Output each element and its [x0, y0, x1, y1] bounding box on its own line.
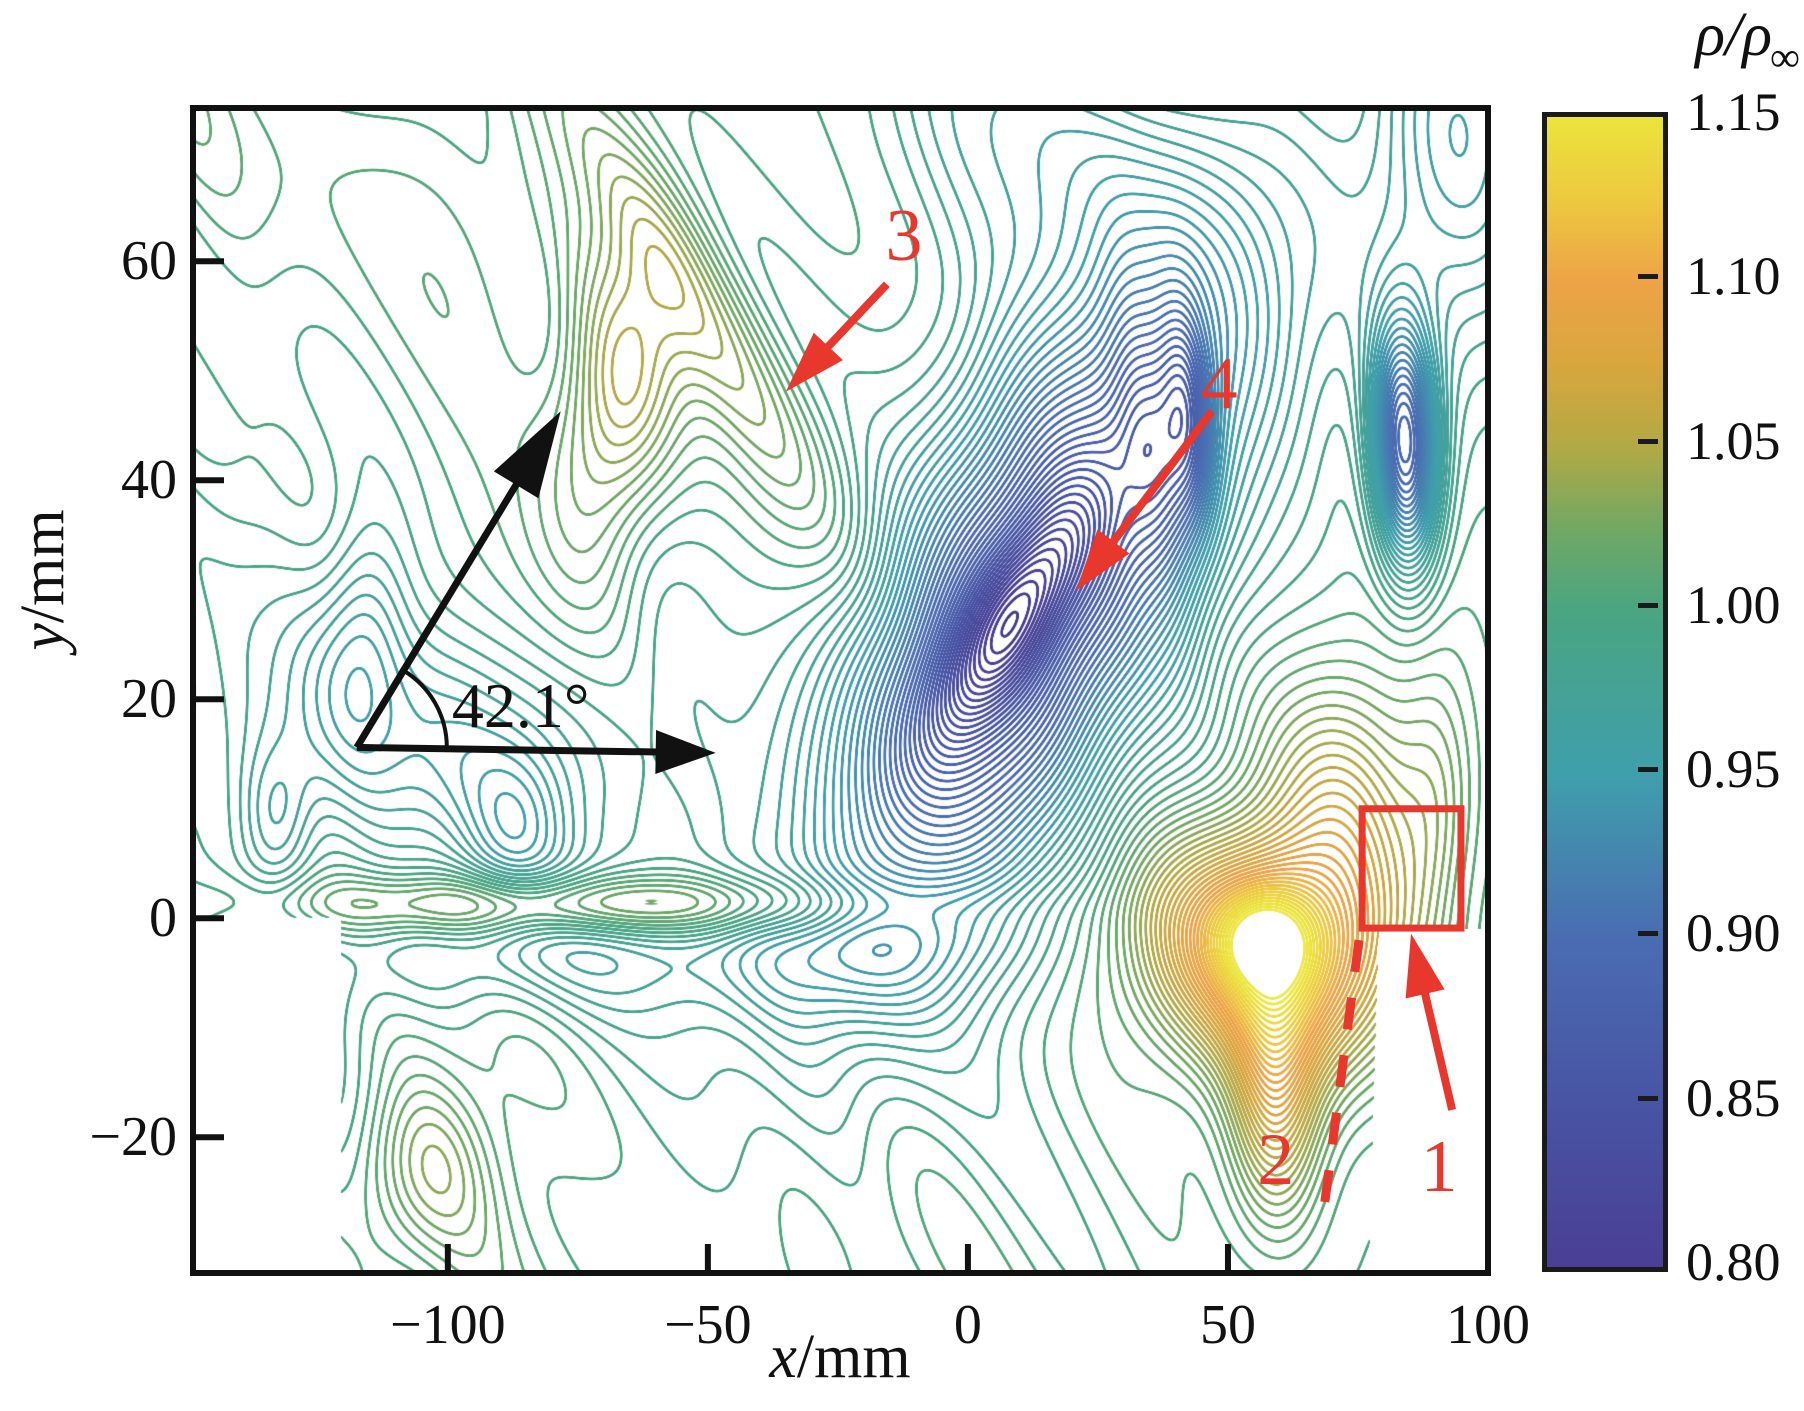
y-axis-variable: y [9, 623, 77, 651]
colorbar-title: ρ/ρ∞ [1695, 0, 1802, 81]
x-tick-label: −100 [390, 1294, 506, 1356]
annotation-number-4: 4 [1200, 342, 1238, 425]
colorbar-gradient [1542, 112, 1668, 1272]
colorbar-tick-mark [1638, 931, 1658, 937]
x-axis-variable: x [769, 1323, 797, 1391]
colorbar-tick-label: 1.10 [1686, 246, 1781, 307]
colorbar-tick-mark [1638, 438, 1658, 444]
colorbar-tick-label: 0.95 [1686, 739, 1781, 800]
annotation-number-3: 3 [885, 195, 923, 278]
colorbar-tick-mark [1638, 274, 1658, 280]
x-axis-unit: /mm [796, 1323, 911, 1391]
shock-angle-label: 42.1° [451, 669, 590, 741]
colorbar-tick-label: 1.05 [1686, 410, 1781, 471]
annotation-number-1: 1 [1420, 1125, 1458, 1208]
colorbar-title-main: ρ/ρ [1695, 1, 1773, 69]
y-axis-unit: /mm [9, 509, 77, 624]
colorbar-tick-mark [1638, 1095, 1658, 1101]
annotation-number-2: 2 [1257, 1119, 1295, 1202]
colorbar-tick-label: 1.15 [1686, 82, 1781, 142]
x-tick-label: 0 [953, 1294, 982, 1356]
x-tick-label: −50 [664, 1294, 752, 1356]
y-tick-label: 0 [149, 887, 177, 950]
x-tick-label: 100 [1446, 1294, 1530, 1356]
colorbar-tick-label: 1.00 [1686, 574, 1781, 635]
y-axis-title: y/mm [8, 470, 78, 690]
x-axis-title: x/mm [640, 1322, 1040, 1393]
y-tick-label: 20 [121, 668, 177, 731]
colorbar-tick-label: 0.85 [1686, 1067, 1781, 1128]
y-tick-label: 60 [121, 230, 177, 293]
colorbar-tick-mark [1638, 602, 1658, 608]
contour-plot-canvas [193, 108, 1488, 1273]
y-tick-label: −20 [89, 1106, 177, 1169]
colorbar-title-subscript: ∞ [1770, 35, 1800, 81]
colorbar-tick-label: 0.90 [1686, 903, 1781, 964]
y-tick-label: 40 [121, 449, 177, 512]
x-tick-label: 50 [1199, 1294, 1256, 1356]
colorbar-tick-mark [1638, 767, 1658, 773]
colorbar-tick-label: 0.80 [1686, 1232, 1781, 1292]
